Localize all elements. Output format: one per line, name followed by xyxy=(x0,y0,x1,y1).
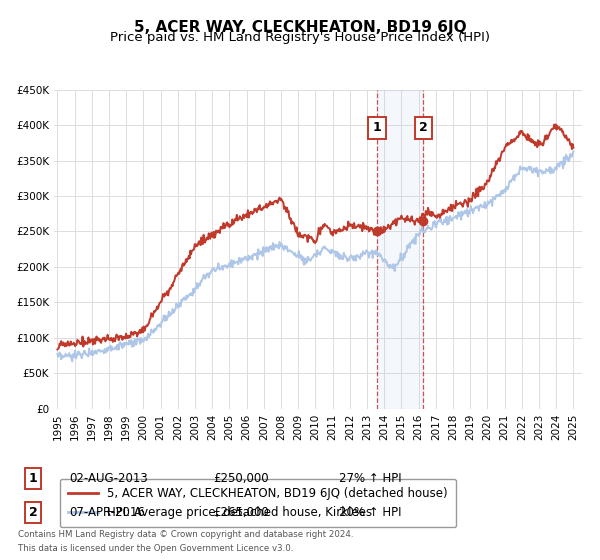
Text: Contains HM Land Registry data © Crown copyright and database right 2024.: Contains HM Land Registry data © Crown c… xyxy=(18,530,353,539)
Text: £265,000: £265,000 xyxy=(213,506,269,519)
Text: Price paid vs. HM Land Registry's House Price Index (HPI): Price paid vs. HM Land Registry's House … xyxy=(110,31,490,44)
Text: This data is licensed under the Open Government Licence v3.0.: This data is licensed under the Open Gov… xyxy=(18,544,293,553)
Text: 02-AUG-2013: 02-AUG-2013 xyxy=(69,472,148,486)
Text: 1: 1 xyxy=(29,472,37,486)
Bar xyxy=(377,90,423,409)
Text: £250,000: £250,000 xyxy=(213,472,269,486)
Text: 27% ↑ HPI: 27% ↑ HPI xyxy=(339,472,401,486)
Text: 5, ACER WAY, CLECKHEATON, BD19 6JQ: 5, ACER WAY, CLECKHEATON, BD19 6JQ xyxy=(134,20,466,35)
Text: 07-APR-2016: 07-APR-2016 xyxy=(69,506,145,519)
Text: 1: 1 xyxy=(373,122,382,134)
Text: 2: 2 xyxy=(419,122,428,134)
Text: 2: 2 xyxy=(29,506,37,519)
Legend: 5, ACER WAY, CLECKHEATON, BD19 6JQ (detached house), HPI: Average price, detache: 5, ACER WAY, CLECKHEATON, BD19 6JQ (deta… xyxy=(60,479,456,527)
Text: 20% ↑ HPI: 20% ↑ HPI xyxy=(339,506,401,519)
